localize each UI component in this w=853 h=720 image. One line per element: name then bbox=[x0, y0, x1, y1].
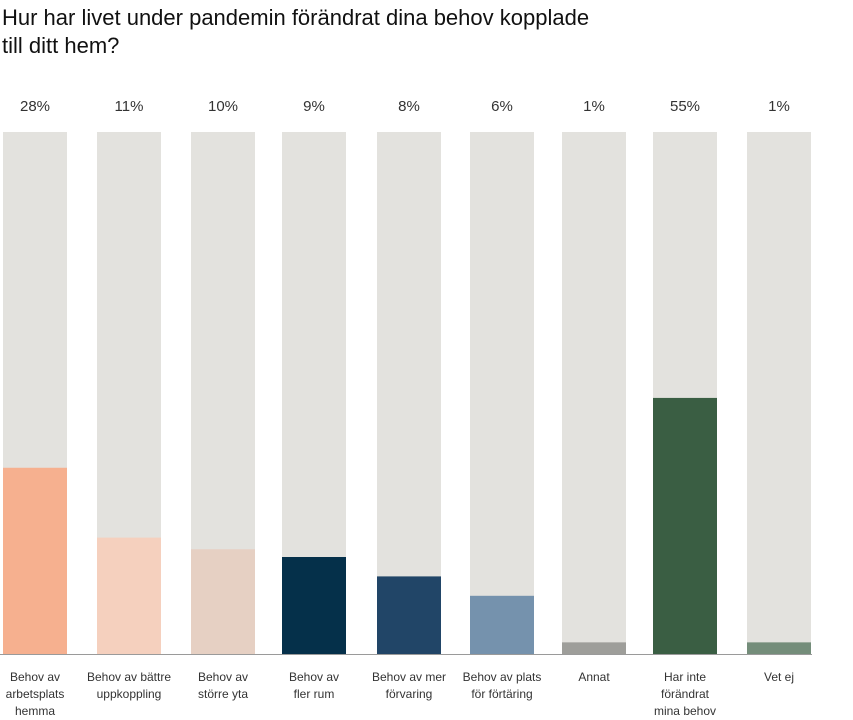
chart-title: Hur har livet under pandemin förändrat d… bbox=[2, 5, 590, 58]
value-label: 28% bbox=[20, 98, 50, 115]
bar bbox=[562, 642, 626, 654]
category-label: Vet ej bbox=[764, 670, 794, 684]
bar bbox=[377, 576, 441, 654]
bar-track bbox=[562, 132, 626, 654]
value-label: 1% bbox=[768, 98, 790, 115]
value-label: 9% bbox=[303, 98, 325, 115]
bar bbox=[3, 467, 67, 654]
bar bbox=[653, 397, 717, 654]
bar-track bbox=[470, 132, 534, 654]
bar-track bbox=[747, 132, 811, 654]
category-label: Har inte förändrat mina behov bbox=[654, 670, 716, 718]
bar bbox=[747, 642, 811, 654]
value-label: 11% bbox=[115, 98, 144, 115]
category-label: Behov av bättre uppkoppling bbox=[87, 670, 171, 701]
value-label: 6% bbox=[491, 98, 513, 115]
value-label: 10% bbox=[208, 98, 238, 115]
value-label: 55% bbox=[670, 98, 700, 115]
category-label: Behov av plats för förtäring bbox=[463, 670, 542, 701]
category-label: Behov av fler rum bbox=[289, 670, 339, 701]
bar-track bbox=[377, 132, 441, 654]
bar bbox=[282, 557, 346, 654]
bar bbox=[97, 537, 161, 654]
category-label: Annat bbox=[578, 670, 610, 684]
bar bbox=[470, 595, 534, 654]
value-label: 8% bbox=[398, 98, 420, 115]
bar bbox=[191, 549, 255, 654]
category-label: Behov av arbetsplats hemma bbox=[6, 670, 65, 718]
category-label: Behov av mer förvaring bbox=[372, 670, 446, 701]
value-label: 1% bbox=[583, 98, 605, 115]
category-label: Behov av större yta bbox=[198, 670, 248, 701]
